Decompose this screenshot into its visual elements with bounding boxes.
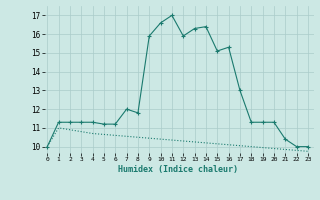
X-axis label: Humidex (Indice chaleur): Humidex (Indice chaleur) <box>118 165 237 174</box>
